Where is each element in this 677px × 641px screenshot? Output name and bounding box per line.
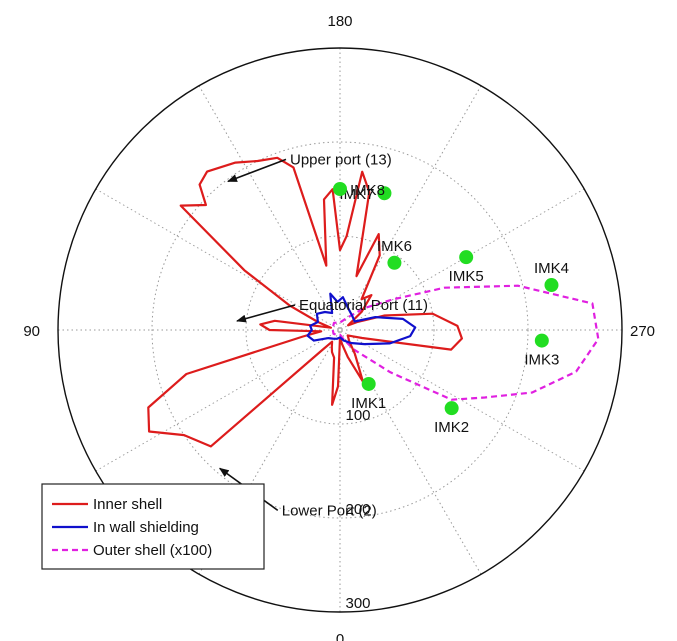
grid-ring-1 (245, 235, 435, 425)
annotation-lower-port-2: Lower Port (2) (282, 502, 377, 519)
marker-imk6 (387, 255, 402, 270)
marker-label-imk2: IMK2 (434, 419, 469, 436)
marker-label-imk6: IMK6 (377, 238, 412, 255)
marker-imk4 (544, 278, 559, 293)
legend-label-outer-shell: Outer shell (x100) (93, 542, 212, 559)
legend: Inner shell In wall shielding Outer shel… (41, 483, 265, 570)
grid-ring-2 (151, 141, 529, 519)
series-outer-shell-x100 (331, 284, 600, 401)
annotation-upper-port-13: Upper port (13) (290, 151, 392, 168)
marker-imk2 (444, 401, 459, 416)
marker-label-imk7: IMK7 (339, 186, 374, 203)
radial-tick-100: 100 (345, 407, 370, 424)
radial-tick-300: 300 (345, 595, 370, 612)
marker-imk8 (333, 182, 347, 196)
marker-imk3 (534, 333, 549, 348)
legend-label-in-wall-shielding: In wall shielding (93, 519, 199, 536)
marker-label-imk5: IMK5 (449, 268, 484, 285)
legend-label-inner-shell: Inner shell (93, 496, 162, 513)
angle-tick-0: 0 (336, 631, 344, 641)
marker-imk1 (361, 376, 376, 391)
radial-tick-200: 200 (345, 501, 370, 518)
angle-tick-180: 180 (327, 13, 352, 30)
annotation-arrow-equatorial-port-11 (236, 304, 296, 323)
angle-tick-labels: 0 90 180 270 (23, 13, 655, 641)
series-group (147, 156, 600, 448)
annotation-group: Upper port (13) Equatorial Port (11) Lower… (218, 151, 428, 519)
annotation-arrow-upper-port-13 (227, 158, 287, 183)
annotation-equatorial-port-11: Equatorial Port (11) (299, 297, 428, 314)
marker-label-imk1: IMK1 (351, 395, 386, 412)
outer-ring (57, 47, 623, 613)
radial-tick-labels: 100 200 300 (345, 407, 370, 612)
marker-label-imk4: IMK4 (534, 260, 569, 277)
angle-tick-90: 90 (23, 323, 40, 340)
polar-grid (57, 47, 623, 613)
angle-tick-270: 270 (630, 323, 655, 340)
marker-label-imk8: IMK8 (350, 182, 385, 199)
series-in-wall-shielding (306, 292, 417, 346)
series-inner-shell (147, 156, 463, 448)
marker-label-imk3: IMK3 (524, 352, 559, 369)
marker-imk7 (377, 186, 392, 201)
marker-imk5 (459, 250, 474, 265)
